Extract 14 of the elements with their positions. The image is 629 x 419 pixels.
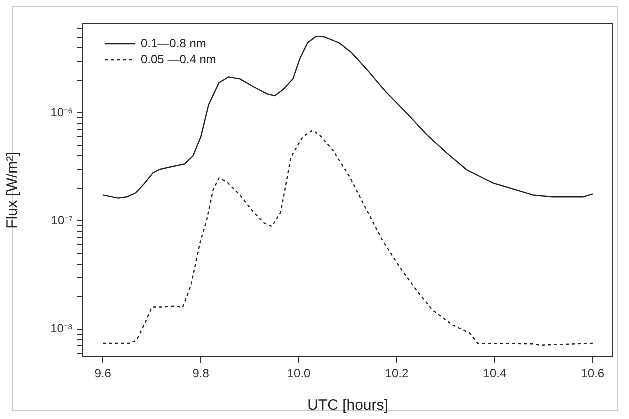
x-tick-label: 10.2 [385, 366, 409, 381]
x-tick-label: 10.0 [287, 366, 312, 381]
x-tick-label: 10.6 [581, 366, 605, 381]
y-tick-label: 10⁻⁸ [50, 322, 73, 336]
x-tick-label: 9.8 [192, 366, 210, 381]
legend-label: 0.1—0.8 nm [141, 36, 206, 50]
y-tick-label: 10⁻⁷ [51, 214, 73, 228]
y-axis-title: Flux [W/m²] [4, 152, 22, 229]
y-tick-label: 10⁻⁶ [50, 105, 74, 120]
legend-label: 0.05 —0.4 nm [141, 52, 216, 66]
x-axis-title: UTC [hours] [308, 397, 388, 414]
line-series [102, 130, 594, 346]
x-tick-label: 9.6 [94, 366, 112, 381]
x-tick-label: 10.4 [483, 366, 507, 381]
